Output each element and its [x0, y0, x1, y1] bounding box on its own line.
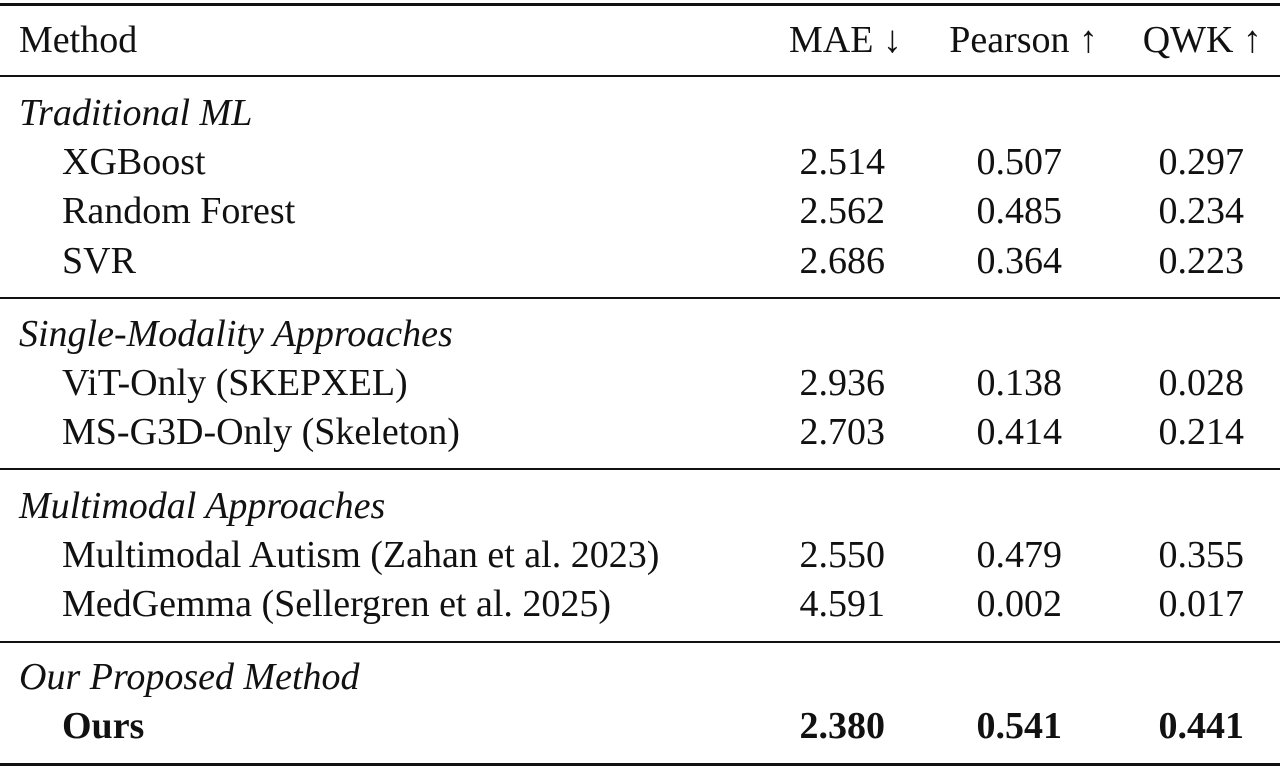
method-cell: MS-G3D-Only (Skeleton) — [62, 411, 460, 453]
pearson-cell: 0.414 — [976, 411, 1063, 453]
method-cell: MedGemma (Sellergren et al. 2025) — [62, 583, 612, 625]
pearson-cell: 0.485 — [976, 190, 1063, 232]
group-title-row: Traditional ML — [0, 89, 1280, 137]
table-row: ViT-Only (SKEPXEL) 2.936 0.138 0.028 — [0, 359, 1280, 407]
mae-cell: 2.686 — [799, 240, 886, 282]
table-row: MS-G3D-Only (Skeleton) 2.703 0.414 0.214 — [0, 408, 1280, 456]
table-row: MedGemma (Sellergren et al. 2025) 4.591 … — [0, 580, 1280, 628]
mae-cell: 2.514 — [799, 141, 886, 183]
qwk-cell: 0.297 — [1158, 141, 1245, 183]
method-cell: SVR — [62, 240, 136, 282]
mae-cell: 2.936 — [799, 362, 886, 404]
method-cell: Random Forest — [62, 190, 296, 232]
header-rule — [0, 75, 1280, 77]
qwk-cell: 0.223 — [1158, 240, 1245, 282]
mae-cell: 4.591 — [799, 583, 886, 625]
method-cell: XGBoost — [62, 141, 206, 183]
qwk-cell: 0.234 — [1158, 190, 1245, 232]
table-row: Multimodal Autism (Zahan et al. 2023) 2.… — [0, 531, 1280, 579]
pearson-cell: 0.541 — [976, 705, 1063, 747]
pearson-cell: 0.138 — [976, 362, 1063, 404]
table-header-row: Method MAE ↓ Pearson ↑ QWK ↑ — [0, 16, 1280, 64]
header-method: Method — [19, 19, 138, 61]
mae-cell: 2.703 — [799, 411, 886, 453]
table-row: SVR 2.686 0.364 0.223 — [0, 237, 1280, 285]
qwk-cell: 0.441 — [1158, 705, 1245, 747]
mae-cell: 2.550 — [799, 534, 886, 576]
table-row-ours: Ours 2.380 0.541 0.441 — [0, 702, 1280, 750]
bottom-rule — [0, 763, 1280, 766]
qwk-cell: 0.017 — [1158, 583, 1245, 625]
qwk-cell: 0.355 — [1158, 534, 1245, 576]
group-title-row: Single-Modality Approaches — [0, 310, 1280, 358]
group-title: Traditional ML — [19, 92, 253, 134]
method-cell: Ours — [62, 705, 145, 747]
header-pearson: Pearson ↑ — [949, 19, 1098, 61]
pearson-cell: 0.364 — [976, 240, 1063, 282]
mae-cell: 2.380 — [799, 705, 886, 747]
method-cell: Multimodal Autism (Zahan et al. 2023) — [62, 534, 660, 576]
pearson-cell: 0.002 — [976, 583, 1063, 625]
method-cell: ViT-Only (SKEPXEL) — [62, 362, 408, 404]
group-rule — [0, 297, 1280, 299]
header-mae: MAE ↓ — [789, 19, 902, 61]
group-rule — [0, 641, 1280, 643]
group-title: Our Proposed Method — [19, 656, 360, 698]
table-row: XGBoost 2.514 0.507 0.297 — [0, 138, 1280, 186]
group-title: Single-Modality Approaches — [19, 313, 453, 355]
qwk-cell: 0.028 — [1158, 362, 1245, 404]
group-title-row: Our Proposed Method — [0, 653, 1280, 701]
pearson-cell: 0.479 — [976, 534, 1063, 576]
qwk-cell: 0.214 — [1158, 411, 1245, 453]
pearson-cell: 0.507 — [976, 141, 1063, 183]
group-title: Multimodal Approaches — [19, 485, 386, 527]
group-rule — [0, 468, 1280, 470]
top-rule — [0, 3, 1280, 6]
group-title-row: Multimodal Approaches — [0, 482, 1280, 530]
table-row: Random Forest 2.562 0.485 0.234 — [0, 187, 1280, 235]
mae-cell: 2.562 — [799, 190, 886, 232]
header-qwk: QWK ↑ — [1142, 19, 1262, 61]
